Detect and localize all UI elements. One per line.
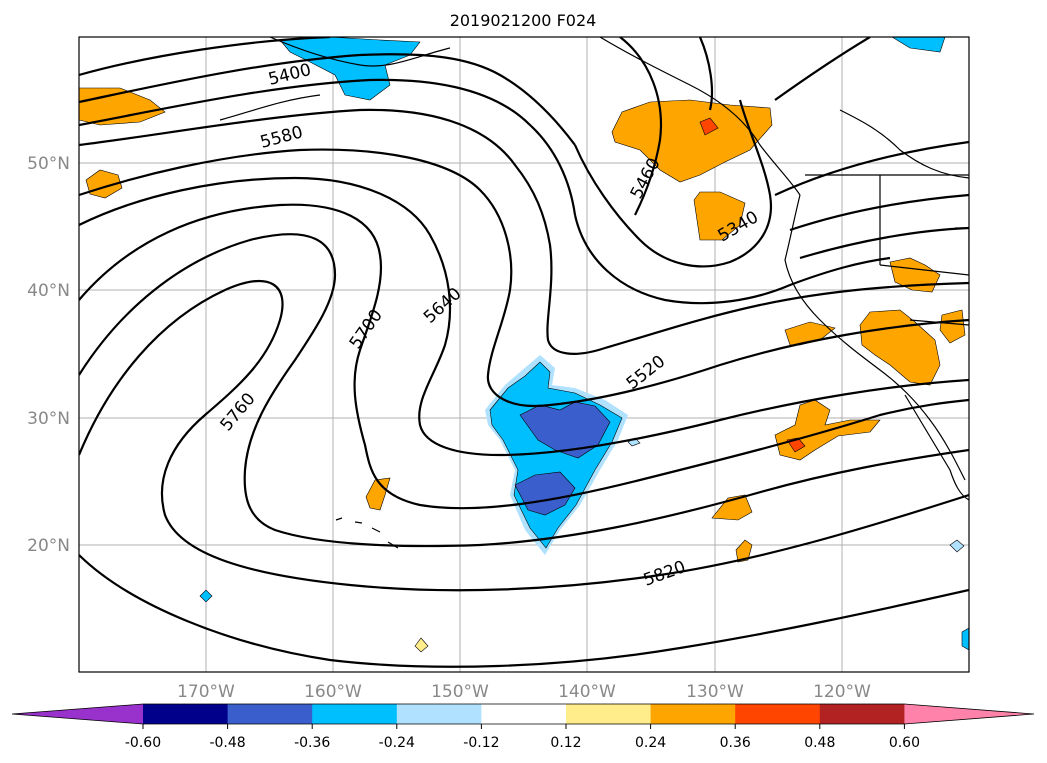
colorbar-segment bbox=[566, 704, 652, 724]
colorbar-tick-label: 0.24 bbox=[635, 735, 666, 751]
colorbar-tick-label: -0.24 bbox=[379, 735, 415, 751]
coastlines bbox=[219, 37, 969, 549]
colorbar-tick-label: -0.12 bbox=[463, 735, 499, 751]
lat-label: 50°N bbox=[27, 154, 70, 174]
lat-label: 40°N bbox=[27, 281, 70, 301]
map-content bbox=[79, 37, 969, 672]
colorbar-segment bbox=[227, 704, 313, 724]
lon-label: 130°W bbox=[686, 682, 744, 702]
colorbar-extend-low bbox=[12, 704, 143, 724]
colorbar-tick-label: 0.48 bbox=[804, 735, 835, 751]
lat-label: 30°N bbox=[27, 409, 70, 429]
map-title: 2019021200 F024 bbox=[450, 11, 597, 30]
lon-label: 160°W bbox=[304, 682, 362, 702]
map-background bbox=[79, 37, 969, 672]
colorbar-segment bbox=[312, 704, 398, 724]
colorbar-segment bbox=[396, 704, 482, 724]
colorbar-segment bbox=[650, 704, 736, 724]
colorbar-segment bbox=[735, 704, 821, 724]
lon-label: 170°W bbox=[177, 682, 235, 702]
colorbar-extend-high bbox=[904, 704, 1034, 724]
lon-label: 150°W bbox=[431, 682, 489, 702]
colorbar-segment bbox=[481, 704, 567, 724]
lat-label: 20°N bbox=[27, 536, 70, 556]
colorbar-segment bbox=[143, 704, 229, 724]
colorbar-tick-label: 0.36 bbox=[720, 735, 751, 751]
colorbar-tick-label: -0.36 bbox=[294, 735, 330, 751]
colorbar-tick-label: 0.12 bbox=[550, 735, 581, 751]
colorbar-tick-label: -0.48 bbox=[209, 735, 245, 751]
map-frame bbox=[78, 36, 970, 673]
lon-label: 120°W bbox=[813, 682, 871, 702]
colorbar-tick-label: -0.60 bbox=[125, 735, 161, 751]
colorbar: -0.60 -0.48 -0.36 -0.24 -0.12 0.12 0.24 0.36 0.4… bbox=[11, 703, 1035, 751]
colorbar-tick-label: 0.60 bbox=[889, 735, 920, 751]
lon-label: 140°W bbox=[558, 682, 616, 702]
colorbar-segment bbox=[819, 704, 905, 724]
